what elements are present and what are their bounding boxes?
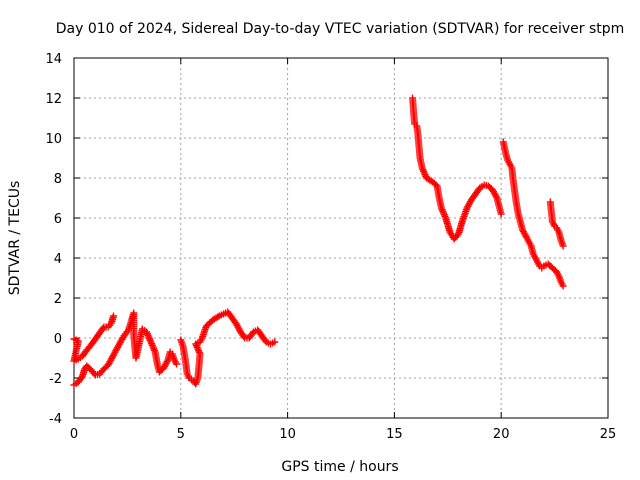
data-point bbox=[271, 338, 279, 346]
y-tick-label: 8 bbox=[54, 172, 62, 187]
y-axis-label: SDTVAR / TECUs bbox=[7, 181, 23, 296]
x-axis-label: GPS time / hours bbox=[281, 459, 398, 475]
axis-ticks: 0 5 10 15 20 25 -4 -2 0 2 4 6 8 10 12 14 bbox=[45, 52, 616, 442]
y-tick-label: 12 bbox=[45, 92, 62, 107]
data-point bbox=[214, 313, 222, 321]
x-tick-label: 25 bbox=[600, 427, 617, 442]
data-point bbox=[497, 210, 505, 218]
y-tick-label: -2 bbox=[49, 372, 62, 387]
y-tick-label: 14 bbox=[45, 52, 62, 67]
y-tick-label: -4 bbox=[49, 412, 62, 427]
y-tick-label: 4 bbox=[54, 252, 62, 267]
y-tick-label: 2 bbox=[54, 292, 62, 307]
x-tick-label: 0 bbox=[70, 427, 78, 442]
y-tick-label: 6 bbox=[54, 212, 62, 227]
series-segment-3 bbox=[409, 94, 505, 243]
data-point bbox=[99, 325, 107, 332]
chart-title: Day 010 of 2024, Sidereal Day-to-day VTE… bbox=[56, 21, 625, 37]
data-point bbox=[559, 242, 567, 250]
data-point bbox=[492, 192, 500, 200]
x-tick-label: 15 bbox=[386, 427, 403, 442]
data-point bbox=[110, 312, 118, 320]
x-tick-label: 5 bbox=[177, 427, 185, 442]
y-tick-label: 0 bbox=[54, 332, 62, 347]
data-points bbox=[70, 94, 567, 389]
y-tick-label: 10 bbox=[45, 132, 62, 147]
series-segment-4 bbox=[499, 138, 567, 290]
grid-lines bbox=[74, 58, 608, 418]
data-point bbox=[173, 360, 181, 368]
series-segment-2 bbox=[177, 308, 279, 388]
data-point bbox=[163, 358, 171, 366]
x-tick-label: 10 bbox=[279, 427, 296, 442]
plot-frame bbox=[73, 57, 609, 419]
series-segment-1 bbox=[70, 309, 181, 389]
x-tick-label: 20 bbox=[493, 427, 510, 442]
data-point bbox=[522, 232, 530, 240]
data-point bbox=[240, 333, 248, 340]
data-point bbox=[559, 282, 567, 290]
data-point bbox=[77, 374, 85, 381]
